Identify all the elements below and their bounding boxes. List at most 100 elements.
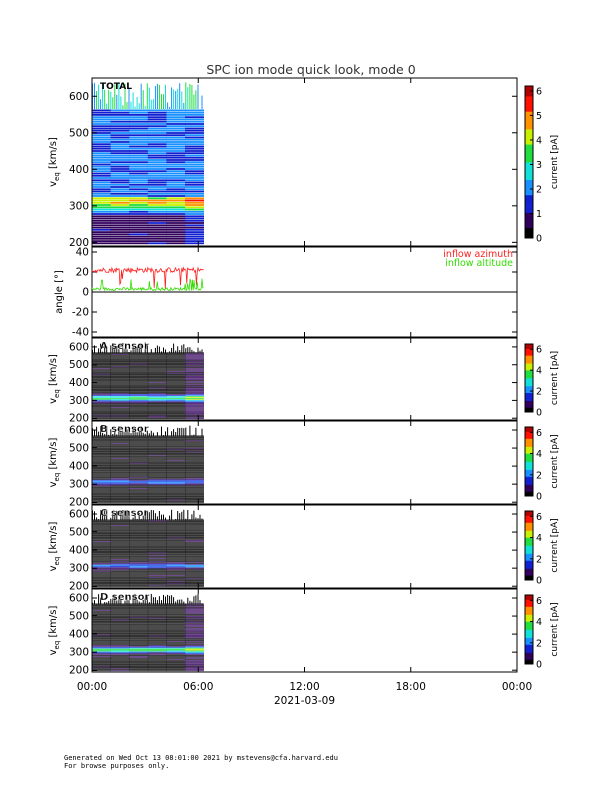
heatmap-sparse-bin bbox=[146, 345, 148, 354]
heatmap-cell bbox=[147, 416, 167, 418]
colorbar-step bbox=[525, 187, 533, 191]
heatmap-cell bbox=[147, 437, 167, 439]
heatmap-cell bbox=[92, 365, 111, 367]
heatmap-cell bbox=[92, 438, 111, 440]
heatmap-cell bbox=[166, 581, 186, 583]
heatmap-cell bbox=[185, 559, 204, 560]
heatmap-cell bbox=[110, 172, 130, 175]
heatmap-cell bbox=[147, 199, 167, 202]
heatmap-cell bbox=[166, 610, 186, 611]
heatmap-cell bbox=[147, 628, 167, 629]
heatmap-cell bbox=[92, 379, 111, 381]
heatmap-cell bbox=[147, 660, 167, 661]
heatmap-cell bbox=[129, 574, 149, 575]
heatmap-cell bbox=[185, 382, 204, 383]
heatmap-cell bbox=[185, 665, 204, 667]
heatmap-sparse-bin bbox=[171, 509, 173, 521]
heatmap-sparse-bin bbox=[148, 87, 150, 110]
heatmap-cell bbox=[129, 621, 149, 623]
heatmap-cell bbox=[129, 183, 149, 186]
heatmap-cell bbox=[129, 618, 149, 620]
heatmap-cell bbox=[129, 452, 149, 454]
heatmap-cell bbox=[110, 645, 130, 647]
heatmap-cell bbox=[110, 525, 130, 526]
colorbar-step bbox=[525, 551, 533, 553]
heatmap-cell bbox=[92, 669, 111, 671]
heatmap-cell bbox=[185, 224, 204, 227]
colorbar-tick-label: 2 bbox=[536, 184, 542, 195]
heatmap-cell bbox=[110, 233, 130, 236]
heatmap-cell bbox=[147, 652, 167, 654]
heatmap-cell bbox=[129, 397, 149, 398]
heatmap-cell bbox=[147, 469, 167, 471]
heatmap-cell bbox=[92, 488, 111, 489]
heatmap-cell bbox=[129, 537, 149, 539]
heatmap-cell bbox=[147, 455, 167, 457]
colorbar-step bbox=[525, 622, 533, 625]
heatmap-cell bbox=[147, 668, 167, 670]
heatmap-cell bbox=[166, 578, 186, 580]
heatmap-cell bbox=[129, 662, 149, 664]
heatmap-cell bbox=[185, 568, 204, 570]
heatmap-cell bbox=[147, 632, 167, 634]
heatmap-sparse-bin bbox=[142, 432, 144, 437]
heatmap-cell bbox=[147, 582, 167, 584]
heatmap-cell bbox=[129, 448, 149, 450]
heatmap-cell bbox=[166, 585, 186, 587]
heatmap-cell bbox=[92, 177, 111, 179]
heatmap-cell bbox=[147, 448, 167, 450]
heatmap-cell bbox=[185, 641, 204, 642]
heatmap-cell bbox=[147, 457, 167, 458]
heatmap-cell bbox=[185, 532, 204, 534]
heatmap-cell bbox=[129, 545, 149, 546]
heatmap-cell bbox=[110, 397, 130, 398]
heatmap-cell bbox=[166, 190, 186, 193]
heatmap-cell bbox=[166, 386, 186, 388]
y-axis-label: veq [km/s] bbox=[48, 354, 61, 404]
colorbar-step bbox=[525, 642, 533, 644]
colorbar-step bbox=[525, 210, 533, 213]
heatmap-cell bbox=[129, 361, 149, 363]
heatmap-cell bbox=[129, 484, 149, 486]
heatmap-cell bbox=[110, 376, 130, 378]
heatmap-cell bbox=[92, 667, 111, 669]
heatmap-cell bbox=[185, 629, 204, 630]
heatmap-cell bbox=[166, 546, 186, 547]
heatmap-cell bbox=[92, 462, 111, 463]
heatmap-cell bbox=[166, 389, 186, 391]
heatmap-cell bbox=[147, 401, 167, 403]
heatmap-cell bbox=[129, 525, 149, 526]
heatmap-cell bbox=[92, 152, 111, 155]
heatmap-cell bbox=[92, 361, 111, 363]
heatmap-cell bbox=[147, 405, 167, 407]
heatmap-cell bbox=[129, 614, 149, 615]
heatmap-cell bbox=[185, 359, 204, 360]
heatmap-cell bbox=[92, 639, 111, 641]
heatmap-sparse-bin bbox=[179, 513, 181, 521]
heatmap-cell bbox=[185, 376, 204, 378]
heatmap-cell bbox=[129, 605, 149, 607]
heatmap-cell bbox=[166, 663, 186, 665]
heatmap-cell bbox=[110, 396, 130, 397]
heatmap-cell bbox=[147, 418, 167, 420]
heatmap-sparse-bin bbox=[185, 348, 187, 354]
colorbar-step bbox=[525, 624, 533, 627]
heatmap-cell bbox=[92, 392, 111, 394]
heatmap-cell bbox=[92, 231, 111, 233]
colorbar-step bbox=[525, 481, 533, 483]
heatmap-cell bbox=[185, 466, 204, 468]
y-tick-label: 600 bbox=[69, 425, 89, 437]
colorbar-step bbox=[525, 383, 533, 386]
colorbar-step bbox=[525, 438, 533, 440]
heatmap-cell bbox=[129, 495, 149, 497]
heatmap-cell bbox=[129, 402, 149, 404]
heatmap-cell bbox=[110, 563, 130, 565]
heatmap-cell bbox=[110, 630, 130, 632]
heatmap-cell bbox=[185, 575, 204, 576]
colorbar-step bbox=[525, 116, 533, 120]
heatmap-cell bbox=[129, 457, 149, 458]
heatmap-cell bbox=[147, 586, 167, 588]
heatmap-cell bbox=[185, 462, 204, 464]
heatmap-cell bbox=[185, 552, 204, 554]
heatmap-cell bbox=[110, 446, 130, 448]
